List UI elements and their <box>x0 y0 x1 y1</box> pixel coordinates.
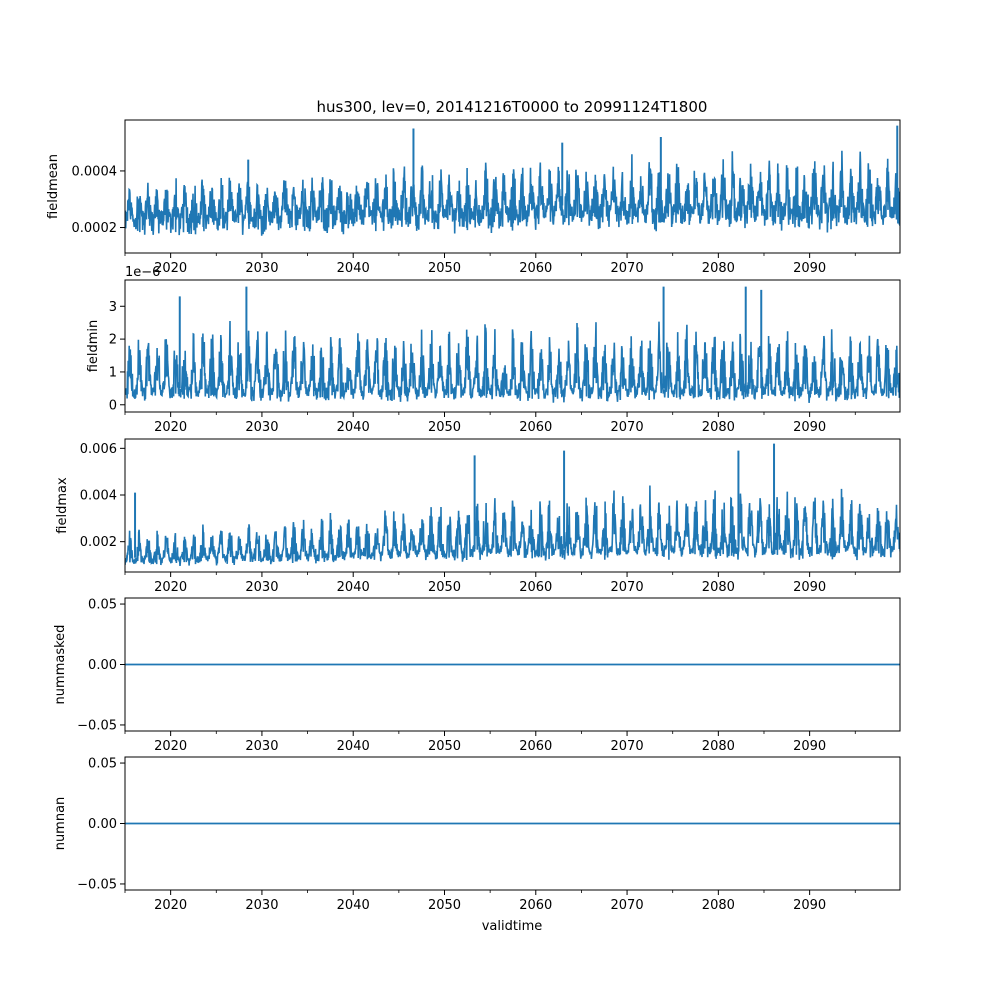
y-tick-label-nummasked-2: 0.05 <box>88 598 117 613</box>
x-tick-label-fieldmin-2: 2040 <box>337 420 370 435</box>
y-tick-label-fieldmax-2: 0.006 <box>80 442 117 457</box>
x-axis-label: validtime <box>482 919 543 934</box>
y-tick-label-nummasked-0: −0.05 <box>77 718 117 733</box>
y-tick-label-fieldmean-0: 0.0002 <box>72 221 118 236</box>
y-tick-label-fieldmax-1: 0.004 <box>80 489 117 504</box>
x-tick-label-numnan-6: 2080 <box>702 898 735 913</box>
x-tick-label-fieldmean-3: 2050 <box>428 261 461 276</box>
x-tick-label-nummasked-0: 2020 <box>154 739 187 754</box>
subplot-fieldmin: 2020 2030 2040 2050 2060 2070 2080 2090 0 1 2 3 1e−6… <box>86 265 901 435</box>
x-tick-label-fieldmin-6: 2080 <box>702 420 735 435</box>
x-tick-label-fieldmin-5: 2070 <box>611 420 644 435</box>
y-tick-label-fieldmin-1: 1 <box>109 365 117 380</box>
subplot-nummasked: 2020 2030 2040 2050 2060 2070 2080 2090 −0.05 0.0… <box>53 597 901 754</box>
y-tick-label-nummasked-1: 0.00 <box>88 658 117 673</box>
x-tick-label-fieldmean-0: 2020 <box>154 261 187 276</box>
subplot-numnan: 2020 2030 2040 2050 2060 2070 2080 2090 −0.05 0.0… <box>53 756 901 913</box>
x-tick-label-fieldmax-2: 2040 <box>337 580 370 595</box>
x-tick-label-fieldmax-7: 2090 <box>793 580 826 595</box>
axes-frame-fieldmax <box>124 438 901 573</box>
x-tick-label-fieldmin-4: 2060 <box>519 420 552 435</box>
series-line-fieldmax <box>125 485 900 566</box>
y-tick-label-fieldmax-0: 0.002 <box>80 535 117 550</box>
x-tick-label-fieldmax-3: 2050 <box>428 580 461 595</box>
y-tick-label-fieldmin-2: 2 <box>109 333 117 348</box>
y-tick-label-fieldmin-3: 3 <box>109 300 117 315</box>
x-tick-label-fieldmax-1: 2030 <box>245 580 278 595</box>
x-tick-label-fieldmax-5: 2070 <box>611 580 644 595</box>
x-tick-label-fieldmax-4: 2060 <box>519 580 552 595</box>
x-tick-label-nummasked-3: 2050 <box>428 739 461 754</box>
x-tick-label-nummasked-5: 2070 <box>611 739 644 754</box>
x-tick-label-nummasked-1: 2030 <box>245 739 278 754</box>
y-axis-label-nummasked: nummasked <box>53 625 68 705</box>
y-tick-label-fieldmean-1: 0.0004 <box>72 164 118 179</box>
x-tick-label-fieldmin-7: 2090 <box>793 420 826 435</box>
y-tick-label-numnan-1: 0.00 <box>88 817 117 832</box>
series-line-fieldmean <box>125 150 900 236</box>
y-tick-label-numnan-0: −0.05 <box>77 877 117 892</box>
y-axis-label-fieldmax: fieldmax <box>55 477 70 534</box>
y-offset-text-fieldmin: 1e−6 <box>125 265 160 280</box>
subplots-container: 2020 2030 2040 2050 2060 2070 2080 20900.00020.… <box>46 119 901 913</box>
x-tick-label-fieldmin-0: 2020 <box>154 420 187 435</box>
series-line-fieldmin <box>125 320 900 403</box>
chart-title: hus300, lev=0, 20141216T0000 to 20991124… <box>317 98 708 116</box>
y-axis-label-numnan: numnan <box>53 797 68 851</box>
x-tick-label-fieldmean-4: 2060 <box>519 261 552 276</box>
y-axis-label-fieldmean: fieldmean <box>46 154 61 219</box>
x-tick-label-nummasked-4: 2060 <box>519 739 552 754</box>
x-tick-label-fieldmean-7: 2090 <box>793 261 826 276</box>
x-tick-label-fieldmean-2: 2040 <box>337 261 370 276</box>
axes-frame-fieldmin <box>124 279 901 413</box>
x-tick-label-nummasked-2: 2040 <box>337 739 370 754</box>
subplot-fieldmax: 2020 2030 2040 2050 2060 2070 2080 2090 0.002 0.0… <box>55 438 901 595</box>
x-tick-label-fieldmax-0: 2020 <box>154 580 187 595</box>
subplot-fieldmean: 2020 2030 2040 2050 2060 2070 2080 2090 0.0002 0.… <box>46 119 901 276</box>
x-tick-label-numnan-4: 2060 <box>519 898 552 913</box>
y-axis-label-fieldmin: fieldmin <box>86 320 101 373</box>
x-tick-label-numnan-7: 2090 <box>793 898 826 913</box>
x-tick-label-fieldmean-6: 2080 <box>702 261 735 276</box>
x-tick-label-numnan-3: 2050 <box>428 898 461 913</box>
x-tick-label-fieldmean-1: 2030 <box>245 261 278 276</box>
x-tick-label-fieldmin-1: 2030 <box>245 420 278 435</box>
x-tick-label-numnan-5: 2070 <box>611 898 644 913</box>
x-tick-label-fieldmean-5: 2070 <box>611 261 644 276</box>
axes-frame-fieldmean <box>124 119 901 254</box>
x-tick-label-fieldmax-6: 2080 <box>702 580 735 595</box>
x-tick-label-nummasked-7: 2090 <box>793 739 826 754</box>
x-tick-label-fieldmin-3: 2050 <box>428 420 461 435</box>
x-tick-label-numnan-2: 2040 <box>337 898 370 913</box>
x-tick-label-numnan-0: 2020 <box>154 898 187 913</box>
y-tick-label-fieldmin-0: 0 <box>109 398 117 413</box>
x-tick-label-numnan-1: 2030 <box>245 898 278 913</box>
x-tick-label-nummasked-6: 2080 <box>702 739 735 754</box>
y-tick-label-numnan-2: 0.05 <box>88 757 117 772</box>
